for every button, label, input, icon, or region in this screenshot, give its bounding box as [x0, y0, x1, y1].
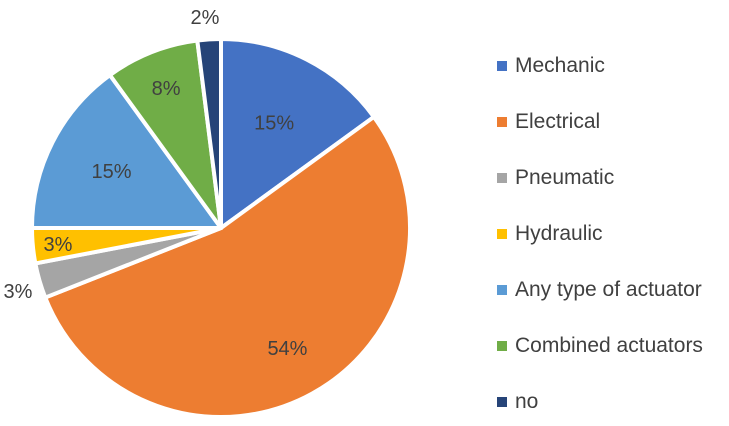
- legend-item-no: no: [497, 374, 703, 426]
- legend-label-any-type-of-actuator: Any type of actuator: [515, 278, 702, 301]
- slice-label-electrical: 54%: [267, 338, 307, 360]
- legend-item-mechanic: Mechanic: [497, 38, 703, 94]
- legend-label-electrical: Electrical: [515, 110, 601, 133]
- legend-label-pneumatic: Pneumatic: [515, 166, 615, 189]
- pie-slice-electrical: [43, 114, 412, 419]
- legend-swatch-any-type-of-actuator: [497, 285, 507, 295]
- legend-label-no: no: [515, 390, 539, 413]
- legend-swatch-hydraulic: [497, 229, 507, 239]
- slice-label-hydraulic: 3%: [44, 234, 73, 256]
- legend-item-combined-actuators: Combined actuators: [497, 318, 703, 374]
- legend-label-mechanic: Mechanic: [515, 54, 605, 77]
- legend-swatch-no: [497, 397, 507, 407]
- pie-slice-no: [195, 37, 223, 230]
- legend-item-hydraulic: Hydraulic: [497, 206, 703, 262]
- slice-label-mechanic: 15%: [254, 113, 294, 135]
- slice-label-no: 2%: [191, 7, 220, 29]
- legend-swatch-electrical: [497, 117, 507, 127]
- legend-swatch-combined-actuators: [497, 341, 507, 351]
- legend-label-combined-actuators: Combined actuators: [515, 334, 703, 357]
- legend-item-any-type-of-actuator: Any type of actuator: [497, 262, 703, 318]
- legend-label-hydraulic: Hydraulic: [515, 222, 603, 245]
- slice-label-any-type-of-actuator: 15%: [92, 161, 132, 183]
- slice-label-pneumatic: 3%: [4, 281, 33, 303]
- legend-swatch-mechanic: [497, 61, 507, 71]
- slice-label-combined-actuators: 8%: [152, 78, 181, 100]
- pie-slice-any-type-of-actuator: [30, 73, 223, 230]
- pie-slice-mechanic: [219, 37, 376, 230]
- legend-item-electrical: Electrical: [497, 94, 703, 150]
- legend: Mechanic Electrical Pneumatic Hydraulic …: [497, 38, 703, 426]
- legend-swatch-pneumatic: [497, 173, 507, 183]
- legend-item-pneumatic: Pneumatic: [497, 150, 703, 206]
